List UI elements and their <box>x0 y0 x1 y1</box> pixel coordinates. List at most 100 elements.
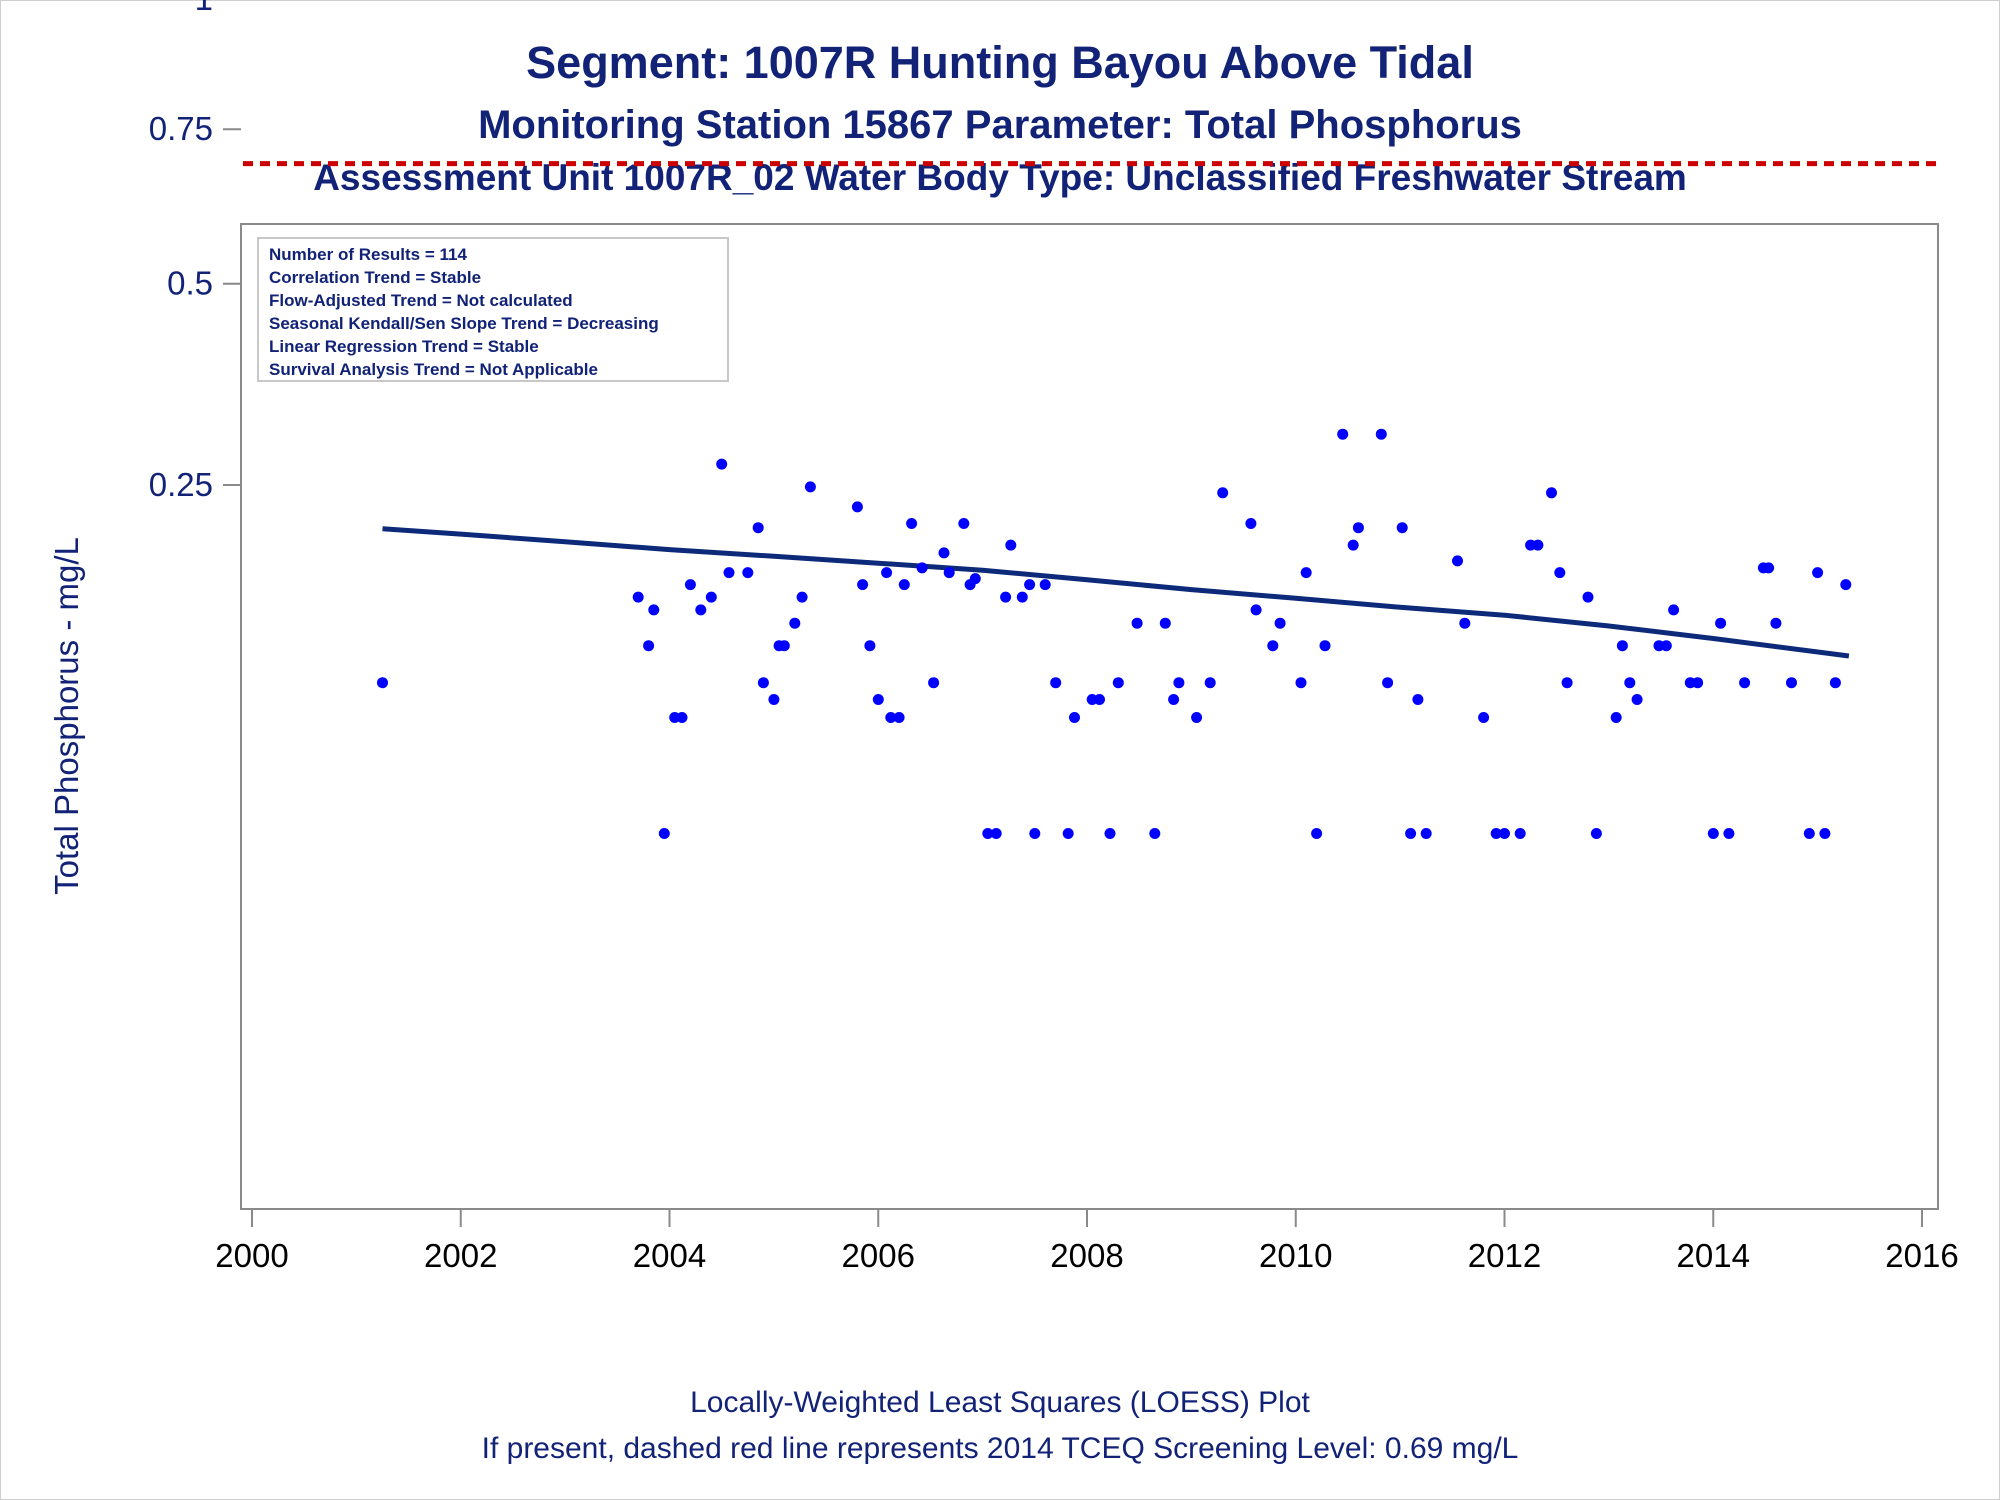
x-tick-label: 2002 <box>424 1237 497 1274</box>
info-line: Linear Regression Trend = Stable <box>269 337 539 356</box>
data-point <box>1405 828 1417 839</box>
data-point <box>1396 522 1408 534</box>
data-point <box>1024 579 1036 591</box>
info-box-lines: Number of Results = 114 Correlation Trend… <box>269 245 659 379</box>
y-axis-label: Total Phosphorus - mg/L <box>48 537 85 895</box>
data-point <box>1267 640 1279 652</box>
data-point <box>757 677 769 689</box>
x-tick-label: 2008 <box>1050 1237 1123 1274</box>
data-point <box>1352 522 1364 534</box>
data-point <box>1546 487 1557 499</box>
footer-line-1: Locally-Weighted Least Squares (LOESS) P… <box>690 1386 1310 1419</box>
data-point <box>1786 677 1797 689</box>
data-point <box>1616 640 1628 652</box>
data-point <box>1514 828 1526 839</box>
data-point <box>1300 567 1312 579</box>
data-point <box>1412 694 1424 705</box>
data-point <box>1094 694 1105 705</box>
info-box <box>257 237 729 382</box>
data-point <box>1382 677 1394 689</box>
data-point <box>705 591 717 603</box>
data-point <box>658 828 670 839</box>
data-point <box>1715 617 1727 629</box>
data-point <box>857 579 869 591</box>
data-point <box>632 591 644 603</box>
data-point <box>768 694 780 705</box>
data-point <box>1499 828 1510 839</box>
data-point <box>1723 828 1735 839</box>
data-point <box>916 562 928 574</box>
data-point <box>1337 428 1349 440</box>
data-point <box>943 567 955 579</box>
data-point <box>1173 677 1185 689</box>
data-point <box>1812 567 1824 579</box>
data-point <box>684 579 696 591</box>
data-point <box>1204 677 1216 689</box>
data-point <box>1149 828 1161 839</box>
data-point <box>1069 712 1080 723</box>
data-point <box>958 518 970 529</box>
data-point <box>1668 604 1680 616</box>
data-point <box>1104 828 1116 839</box>
data-point <box>742 567 754 579</box>
data-point <box>1610 712 1622 723</box>
data-point <box>1159 617 1171 629</box>
data-points <box>377 428 1852 839</box>
info-line: Seasonal Kendall/Sen Slope Trend = Decre… <box>269 314 659 333</box>
y-tick-label: 0.25 <box>149 466 213 503</box>
x-tick-label: 2006 <box>842 1237 915 1274</box>
data-point <box>1554 567 1566 579</box>
data-point <box>1561 677 1573 689</box>
x-tick-label: 2014 <box>1677 1237 1750 1274</box>
data-point <box>872 694 884 705</box>
data-point <box>881 567 893 579</box>
data-point <box>1250 604 1262 616</box>
data-point <box>906 518 918 529</box>
chart-title: Segment: 1007R Hunting Bayou Above Tidal <box>526 37 1474 88</box>
x-tick-label: 2010 <box>1259 1237 1332 1274</box>
data-point <box>643 640 655 652</box>
data-point <box>1478 712 1490 723</box>
data-point <box>789 617 801 629</box>
data-point <box>1590 828 1602 839</box>
data-point <box>898 579 910 591</box>
data-point <box>1217 487 1229 499</box>
data-point <box>752 522 764 534</box>
data-point <box>1631 694 1643 705</box>
data-point <box>1420 828 1432 839</box>
data-point <box>864 640 876 652</box>
data-point <box>1770 617 1782 629</box>
data-point <box>804 481 816 493</box>
data-point <box>716 458 728 470</box>
data-point <box>1375 428 1387 440</box>
data-point <box>1803 828 1815 839</box>
y-tick-label: 0.75 <box>149 110 213 147</box>
data-point <box>1050 677 1062 689</box>
footer-line-2: If present, dashed red line represents 2… <box>482 1432 1519 1465</box>
data-point <box>1168 694 1180 705</box>
data-point <box>1274 617 1286 629</box>
data-point <box>885 712 897 723</box>
data-point <box>1582 591 1594 603</box>
data-point <box>1062 828 1074 839</box>
loess-series <box>382 526 1850 659</box>
data-point <box>1459 617 1471 629</box>
data-point <box>648 604 660 616</box>
data-point <box>1000 591 1012 603</box>
y-axis: 0.250.50.7511.251.752.25 <box>149 0 241 503</box>
data-point <box>796 591 808 603</box>
data-point <box>1692 677 1704 689</box>
data-point <box>938 547 950 559</box>
data-point <box>928 677 940 689</box>
chart-subtitle: Monitoring Station 15867 Parameter: Tota… <box>478 103 1522 147</box>
data-point <box>1490 828 1502 839</box>
data-point <box>695 604 707 616</box>
data-point <box>851 501 863 513</box>
data-point <box>1005 539 1017 551</box>
data-point <box>893 712 905 723</box>
data-point <box>778 640 790 652</box>
data-point <box>1016 591 1028 603</box>
info-line: Flow-Adjusted Trend = Not calculated <box>269 291 573 310</box>
x-tick-label: 2016 <box>1885 1237 1958 1274</box>
